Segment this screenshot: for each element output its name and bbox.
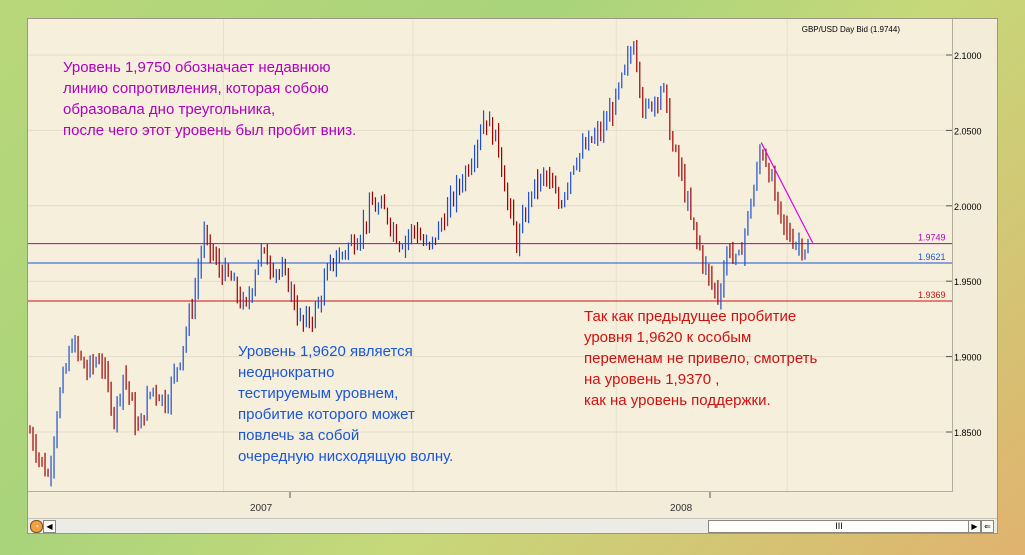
y-tick-label: 2.0500 <box>954 126 982 136</box>
scroll-thumb[interactable]: III <box>708 520 970 533</box>
x-tick-label: 2007 <box>250 503 273 514</box>
x-tick-label: 2008 <box>670 503 693 514</box>
chart-svg: 2.1000 2.0500 2.0000 1.9500 1.9000 1.8500 1.97… <box>28 19 982 491</box>
chart-title: GBP/USD Day Bid (1.9744) <box>801 25 900 34</box>
y-tick-label: 1.9500 <box>954 277 982 287</box>
chart-plot-area[interactable]: 2.1000 2.0500 2.0000 1.9500 1.9000 1.8500 1.97… <box>28 19 982 492</box>
scroll-right-button[interactable]: ▶ <box>968 520 981 533</box>
y-tick-label: 1.9000 <box>954 353 982 363</box>
annotation-resistance-level: Уровень 1,9750 обозначает недавнюю линию… <box>63 59 357 139</box>
horizontal-scrollbar[interactable]: ◔ ◀ III ▶ ⇐ <box>28 518 997 533</box>
x-axis: 2007 2008 <box>250 492 711 514</box>
chart-settings-icon[interactable]: ◔ <box>30 520 43 533</box>
level-label: 1.9621 <box>918 252 946 262</box>
y-tick-label: 1.8500 <box>954 428 982 438</box>
level-label: 1.9749 <box>918 233 946 243</box>
back-arrow-icon[interactable]: ⇐ <box>981 520 994 533</box>
trendline <box>760 142 814 244</box>
annotation-tested-level: Уровень 1,9620 является неоднократно тес… <box>238 343 454 465</box>
level-label: 1.9369 <box>918 290 946 300</box>
chart-window: 2.1000 2.0500 2.0000 1.9500 1.9000 1.8500 1.97… <box>27 18 998 534</box>
y-tick-label: 2.0000 <box>954 202 982 212</box>
annotation-support-level: Так как предыдущее пробитие уровня 1,962… <box>584 308 818 409</box>
scroll-left-button[interactable]: ◀ <box>43 520 56 533</box>
y-tick-label: 2.1000 <box>954 51 982 61</box>
